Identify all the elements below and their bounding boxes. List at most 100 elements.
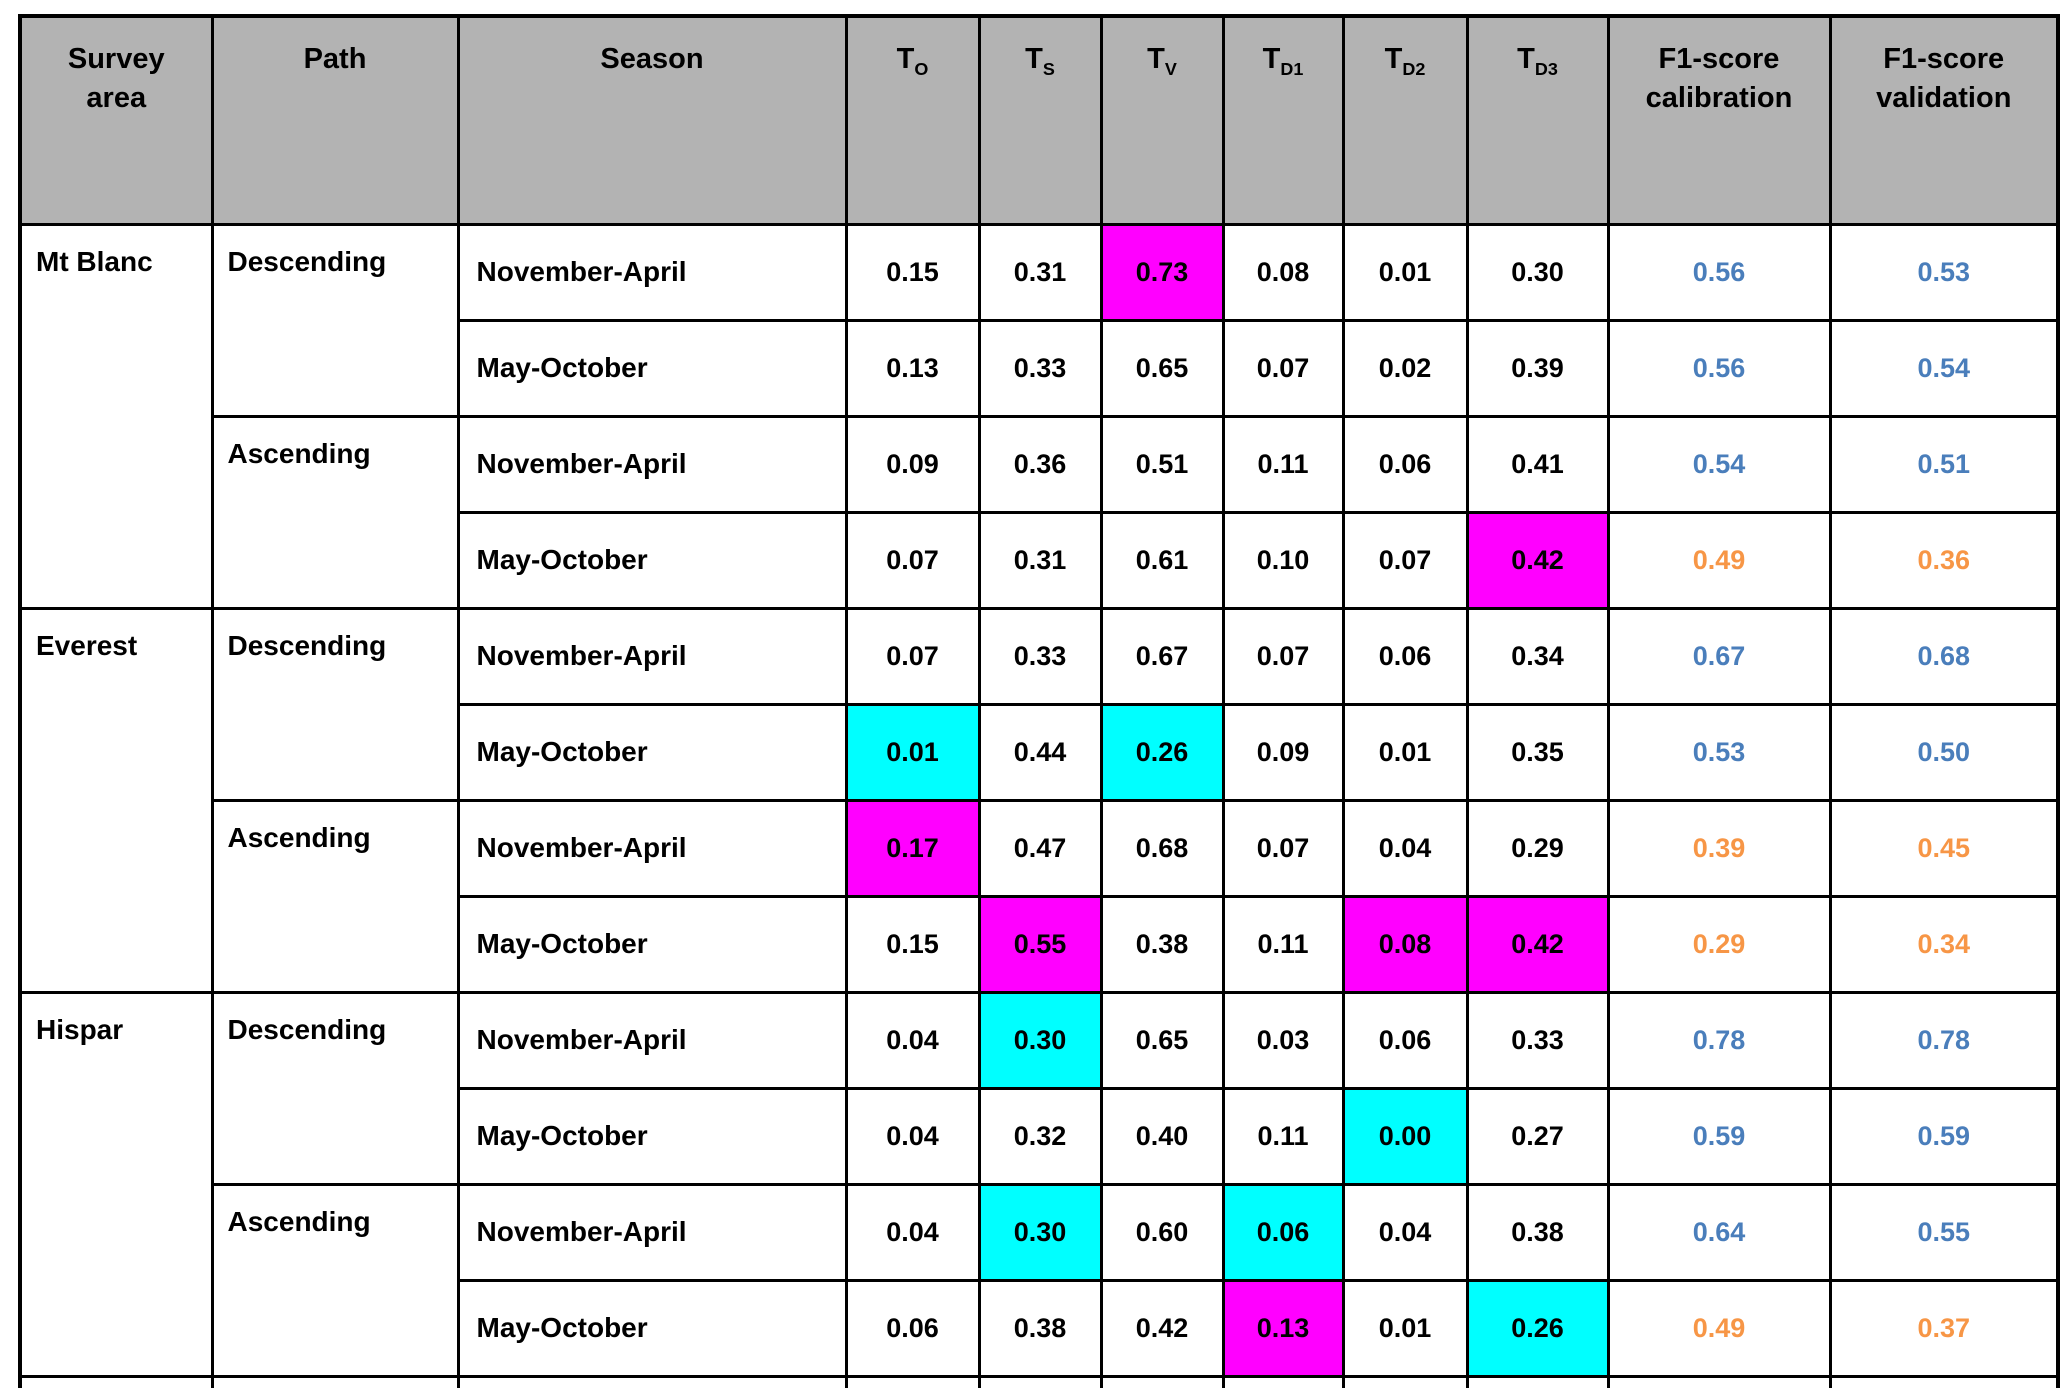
value-cell: 0.51 — [1099, 414, 1225, 514]
clipped-cell — [210, 1374, 460, 1388]
f1-calibration-cell: 0.59 — [1606, 1086, 1832, 1186]
f1-validation-cell: 0.78 — [1828, 990, 2060, 1090]
value-cell: 0.38 — [977, 1278, 1103, 1378]
value-cell: 0.06 — [1341, 414, 1469, 514]
value-cell: 0.60 — [1099, 1182, 1225, 1282]
header-symbol-sub: D1 — [1280, 58, 1304, 79]
f1-validation-cell: 0.45 — [1828, 798, 2060, 898]
value-cell: 0.07 — [1221, 318, 1345, 418]
f1-validation-cell: 0.53 — [1828, 222, 2060, 322]
table-row: May-October 0.13 0.33 0.65 0.07 0.02 0.39 0.56 0… — [20, 318, 2060, 418]
value-cell: 0.42 — [1099, 1278, 1225, 1378]
f1-calibration-cell: 0.39 — [1606, 798, 1832, 898]
value-cell: 0.06 — [1221, 1182, 1345, 1282]
season-cell: November-April — [456, 990, 848, 1090]
value-cell: 0.36 — [977, 414, 1103, 514]
table-row: Ascending November-April 0.04 0.30 0.60 0.06 0… — [20, 1182, 2060, 1378]
value-cell: 0.55 — [977, 894, 1103, 994]
area-cell: Hispar — [18, 990, 214, 1378]
value-cell: 0.09 — [844, 414, 981, 514]
path-cell: Descending — [210, 606, 460, 802]
season-cell: May-October — [456, 510, 848, 610]
f1-validation-cell: 0.55 — [1828, 1182, 2060, 1282]
area-cell: Mt Blanc — [18, 222, 214, 610]
value-cell: 0.09 — [1221, 702, 1345, 802]
value-cell: 0.07 — [844, 606, 981, 706]
value-cell: 0.04 — [844, 1182, 981, 1282]
value-cell: 0.33 — [1465, 990, 1610, 1090]
value-cell: 0.65 — [1099, 318, 1225, 418]
value-cell: 0.40 — [1099, 1086, 1225, 1186]
path-cell: Descending — [210, 222, 460, 418]
season-cell: November-April — [456, 606, 848, 706]
value-cell: 0.67 — [1099, 606, 1225, 706]
header-symbol-base: T — [1384, 43, 1403, 75]
value-cell: 0.04 — [844, 990, 981, 1090]
value-cell: 0.02 — [1341, 318, 1469, 418]
value-cell: 0.17 — [844, 798, 981, 898]
value-cell: 0.06 — [1341, 990, 1469, 1090]
value-cell: 0.34 — [1465, 606, 1610, 706]
f1-calibration-cell: 0.64 — [1606, 1182, 1832, 1282]
value-cell: 0.10 — [1221, 510, 1345, 610]
f1-calibration-cell: 0.78 — [1606, 990, 1832, 1090]
value-cell: 0.15 — [844, 894, 981, 994]
clipped-cell — [1099, 1374, 1225, 1388]
clipped-cell — [456, 1374, 848, 1388]
value-cell: 0.68 — [1099, 798, 1225, 898]
table-row: Everest Descending November-April 0.07 0.33 0… — [18, 606, 2060, 994]
table-row: May-October 0.04 0.32 0.40 0.11 0.00 0.27 0.59 0… — [20, 1086, 2060, 1186]
value-cell: 0.27 — [1465, 1086, 1610, 1186]
value-cell: 0.35 — [1465, 702, 1610, 802]
value-cell: 0.03 — [1221, 990, 1345, 1090]
value-cell: 0.41 — [1465, 414, 1610, 514]
f1-calibration-cell: 0.53 — [1606, 702, 1832, 802]
value-cell: 0.29 — [1465, 798, 1610, 898]
value-cell: 0.11 — [1221, 414, 1345, 514]
table-row-clipped — [18, 1374, 2060, 1388]
table-row: May-October 0.07 0.31 0.61 0.10 0.07 0.42 0.49 0… — [20, 510, 2060, 610]
value-cell: 0.38 — [1465, 1182, 1610, 1282]
path-cell: Descending — [210, 990, 460, 1186]
value-cell: 0.15 — [844, 222, 981, 322]
f1-validation-cell: 0.50 — [1828, 702, 2060, 802]
clipped-cell — [1221, 1374, 1345, 1388]
header-symbol-base: T — [896, 43, 915, 75]
header-cell-t-v: TV — [1099, 14, 1225, 226]
value-cell: 0.26 — [1465, 1278, 1610, 1378]
clipped-cell — [1828, 1374, 2060, 1388]
value-cell: 0.33 — [977, 318, 1103, 418]
f1-calibration-cell: 0.49 — [1606, 1278, 1832, 1378]
season-cell: November-April — [456, 798, 848, 898]
value-cell: 0.06 — [844, 1278, 981, 1378]
header-symbol-base: T — [1262, 43, 1281, 75]
header-cell-t-d2: TD2 — [1341, 14, 1469, 226]
value-cell: 0.31 — [977, 222, 1103, 322]
header-cell-t-o: TO — [844, 14, 981, 226]
season-cell: May-October — [456, 894, 848, 994]
clipped-cell — [1606, 1374, 1832, 1388]
f1-calibration-cell: 0.56 — [1606, 222, 1832, 322]
season-cell: November-April — [456, 222, 848, 322]
value-cell: 0.32 — [977, 1086, 1103, 1186]
season-cell: May-October — [456, 1086, 848, 1186]
clipped-cell — [844, 1374, 981, 1388]
header-symbol-sub: O — [914, 58, 929, 79]
header-symbol-sub: S — [1042, 58, 1055, 79]
table-row: Mt Blanc Descending November-April 0.15 0.31… — [18, 222, 2060, 610]
value-cell: 0.07 — [1341, 510, 1469, 610]
value-cell: 0.30 — [977, 990, 1103, 1090]
value-cell: 0.01 — [1341, 1278, 1469, 1378]
f1-validation-cell: 0.34 — [1828, 894, 2060, 994]
header-symbol-base: T — [1147, 43, 1165, 75]
value-cell: 0.07 — [1221, 606, 1345, 706]
table-row: May-October 0.01 0.44 0.26 0.09 0.01 0.35 0.53 0… — [20, 702, 2060, 802]
clipped-cell — [977, 1374, 1103, 1388]
clipped-cell — [1465, 1374, 1610, 1388]
header-symbol-sub: V — [1164, 58, 1177, 79]
value-cell: 0.07 — [1221, 798, 1345, 898]
value-cell: 0.08 — [1341, 894, 1469, 994]
header-symbol-sub: D3 — [1534, 58, 1558, 79]
value-cell: 0.04 — [1341, 1182, 1469, 1282]
path-cell: Ascending — [210, 798, 460, 994]
